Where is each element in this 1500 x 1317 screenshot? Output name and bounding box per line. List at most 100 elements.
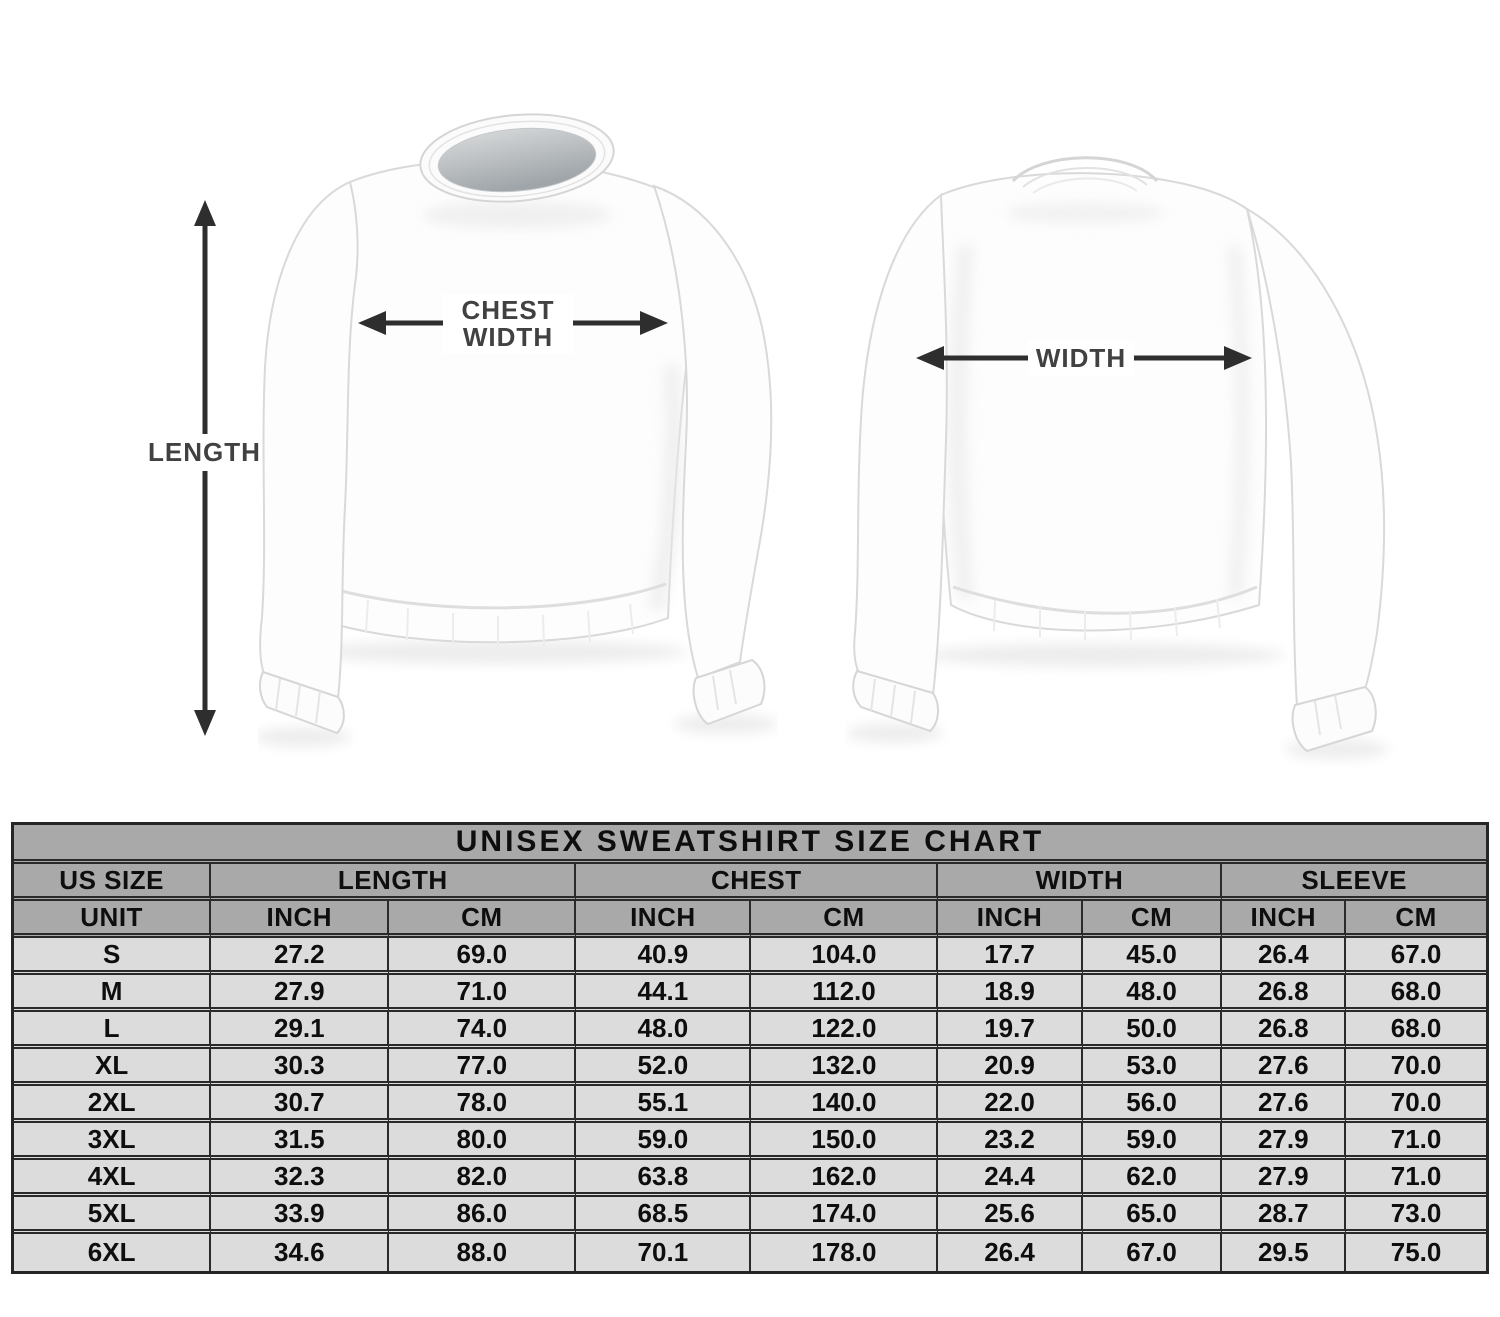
- measurement-cell: 55.1: [576, 1086, 752, 1123]
- measurement-cell: 27.9: [211, 975, 390, 1012]
- size-cell: L: [14, 1012, 212, 1049]
- back-right-cuff-ribs: [1314, 694, 1342, 736]
- measurement-cell: 59.0: [1082, 1123, 1223, 1160]
- size-cell: S: [14, 938, 212, 975]
- measurement-cell: 27.9: [1222, 1123, 1347, 1160]
- size-cell: XL: [14, 1049, 212, 1086]
- back-collar: [1011, 156, 1159, 194]
- table-unit-header-row: UNIT INCH CM INCH CM INCH CM INCH CM: [14, 901, 1486, 938]
- table-title: UNISEX SWEATSHIRT SIZE CHART: [14, 825, 1486, 864]
- measurement-cell: 50.0: [1082, 1012, 1223, 1049]
- measurement-cell: 30.7: [211, 1086, 390, 1123]
- size-chart-table: UNISEX SWEATSHIRT SIZE CHART US SIZE LEN…: [11, 822, 1489, 1274]
- front-body: [306, 159, 692, 644]
- width-group-header: WIDTH: [938, 864, 1223, 901]
- measurement-cell: 71.0: [1346, 1123, 1486, 1160]
- measurement-diagrams: LENGTH CHEST WIDTH WIDTH: [148, 113, 1389, 759]
- measurement-cell: 18.9: [938, 975, 1083, 1012]
- measurement-cell: 63.8: [576, 1160, 752, 1197]
- measurement-cell: 17.7: [938, 938, 1083, 975]
- arrow-down-icon: [194, 710, 216, 736]
- measurement-cell: 122.0: [751, 1012, 939, 1049]
- back-left-cuff-ribs: [870, 678, 916, 724]
- table-row: 2XL 30.7 78.0 55.1 140.0 22.0 56.0 27.6 …: [14, 1086, 1486, 1123]
- sleeve-group-header: SLEEVE: [1222, 864, 1486, 901]
- back-hem-seam: [952, 585, 1258, 615]
- measurement-cell: 68.0: [1346, 975, 1486, 1012]
- measurement-cell: 29.1: [211, 1012, 390, 1049]
- measurement-cell: 27.9: [1222, 1160, 1347, 1197]
- measurement-cell: 68.5: [576, 1197, 752, 1234]
- chest-group-header: CHEST: [576, 864, 939, 901]
- table-title-row: UNISEX SWEATSHIRT SIZE CHART: [14, 825, 1486, 864]
- back-hem-ribs: [993, 598, 1221, 641]
- length-cm-header: CM: [389, 901, 577, 938]
- back-right-cuff: [1291, 685, 1377, 753]
- table-row: 3XL 31.5 80.0 59.0 150.0 23.2 59.0 27.9 …: [14, 1123, 1486, 1160]
- measurement-cell: 22.0: [938, 1086, 1083, 1123]
- table-row: M 27.9 71.0 44.1 112.0 18.9 48.0 26.8 68…: [14, 975, 1486, 1012]
- measurement-cell: 28.7: [1222, 1197, 1347, 1234]
- measurement-cell: 56.0: [1082, 1086, 1223, 1123]
- table-row: 5XL 33.9 86.0 68.5 174.0 25.6 65.0 28.7 …: [14, 1197, 1486, 1234]
- size-cell: 6XL: [14, 1234, 212, 1271]
- measurement-cell: 70.1: [576, 1234, 752, 1271]
- length-label: LENGTH: [148, 434, 260, 471]
- measurement-cell: 71.0: [389, 975, 577, 1012]
- measurement-cell: 27.6: [1222, 1049, 1347, 1086]
- measurement-cell: 112.0: [751, 975, 939, 1012]
- measurement-cell: 174.0: [751, 1197, 939, 1234]
- measurement-cell: 78.0: [389, 1086, 577, 1123]
- arrow-right-icon: [640, 311, 668, 335]
- measurement-cell: 26.4: [1222, 938, 1347, 975]
- measurement-cell: 71.0: [1346, 1160, 1486, 1197]
- unit-header: UNIT: [14, 901, 212, 938]
- size-table-section: UNISEX SWEATSHIRT SIZE CHART US SIZE LEN…: [11, 822, 1489, 1274]
- measurement-cell: 62.0: [1082, 1160, 1223, 1197]
- measurement-cell: 178.0: [751, 1234, 939, 1271]
- size-cell: 3XL: [14, 1123, 212, 1160]
- table-row: 6XL 34.6 88.0 70.1 178.0 26.4 67.0 29.5 …: [14, 1234, 1486, 1271]
- us-size-header: US SIZE: [14, 864, 212, 901]
- measurement-cell: 140.0: [751, 1086, 939, 1123]
- measurement-cell: 45.0: [1082, 938, 1223, 975]
- sleeve-cm-header: CM: [1346, 901, 1486, 938]
- size-cell: M: [14, 975, 212, 1012]
- measurement-cell: 26.4: [938, 1234, 1083, 1271]
- width-cm-header: CM: [1082, 901, 1223, 938]
- measurement-cell: 40.9: [576, 938, 752, 975]
- measurement-cell: 23.2: [938, 1123, 1083, 1160]
- measurement-cell: 27.6: [1222, 1086, 1347, 1123]
- measurement-cell: 48.0: [1082, 975, 1223, 1012]
- measurement-cell: 29.5: [1222, 1234, 1347, 1271]
- measurement-cell: 25.6: [938, 1197, 1083, 1234]
- arrow-left-icon: [916, 346, 944, 370]
- table-group-header-row: US SIZE LENGTH CHEST WIDTH SLEEVE: [14, 864, 1486, 901]
- measurement-cell: 162.0: [751, 1160, 939, 1197]
- measurement-cell: 86.0: [389, 1197, 577, 1234]
- measurement-cell: 75.0: [1346, 1234, 1486, 1271]
- table-row: S 27.2 69.0 40.9 104.0 17.7 45.0 26.4 67…: [14, 938, 1486, 975]
- front-right-cuff: [692, 658, 766, 726]
- measurement-cell: 26.8: [1222, 975, 1347, 1012]
- measurement-cell: 44.1: [576, 975, 752, 1012]
- length-group-header: LENGTH: [211, 864, 577, 901]
- front-right-sleeve: [652, 184, 773, 680]
- size-cell: 5XL: [14, 1197, 212, 1234]
- sweatshirt-back-illustration: [847, 156, 1389, 759]
- table-row: XL 30.3 77.0 52.0 132.0 20.9 53.0 27.6 7…: [14, 1049, 1486, 1086]
- measurement-cell: 82.0: [389, 1160, 577, 1197]
- measurement-cell: 67.0: [1346, 938, 1486, 975]
- front-shadow: [258, 640, 778, 747]
- measurement-cell: 26.8: [1222, 1012, 1347, 1049]
- sweatshirt-front-illustration: [258, 113, 778, 747]
- chest-width-label-line2: WIDTH: [462, 322, 554, 352]
- chest-inch-header: INCH: [576, 901, 752, 938]
- front-collar-opening: [437, 127, 597, 193]
- measurement-cell: 70.0: [1346, 1086, 1486, 1123]
- measurement-cell: 74.0: [389, 1012, 577, 1049]
- arrow-up-icon: [194, 200, 216, 226]
- width-inch-header: INCH: [938, 901, 1083, 938]
- measurement-cell: 104.0: [751, 938, 939, 975]
- arrow-right-icon: [1224, 346, 1252, 370]
